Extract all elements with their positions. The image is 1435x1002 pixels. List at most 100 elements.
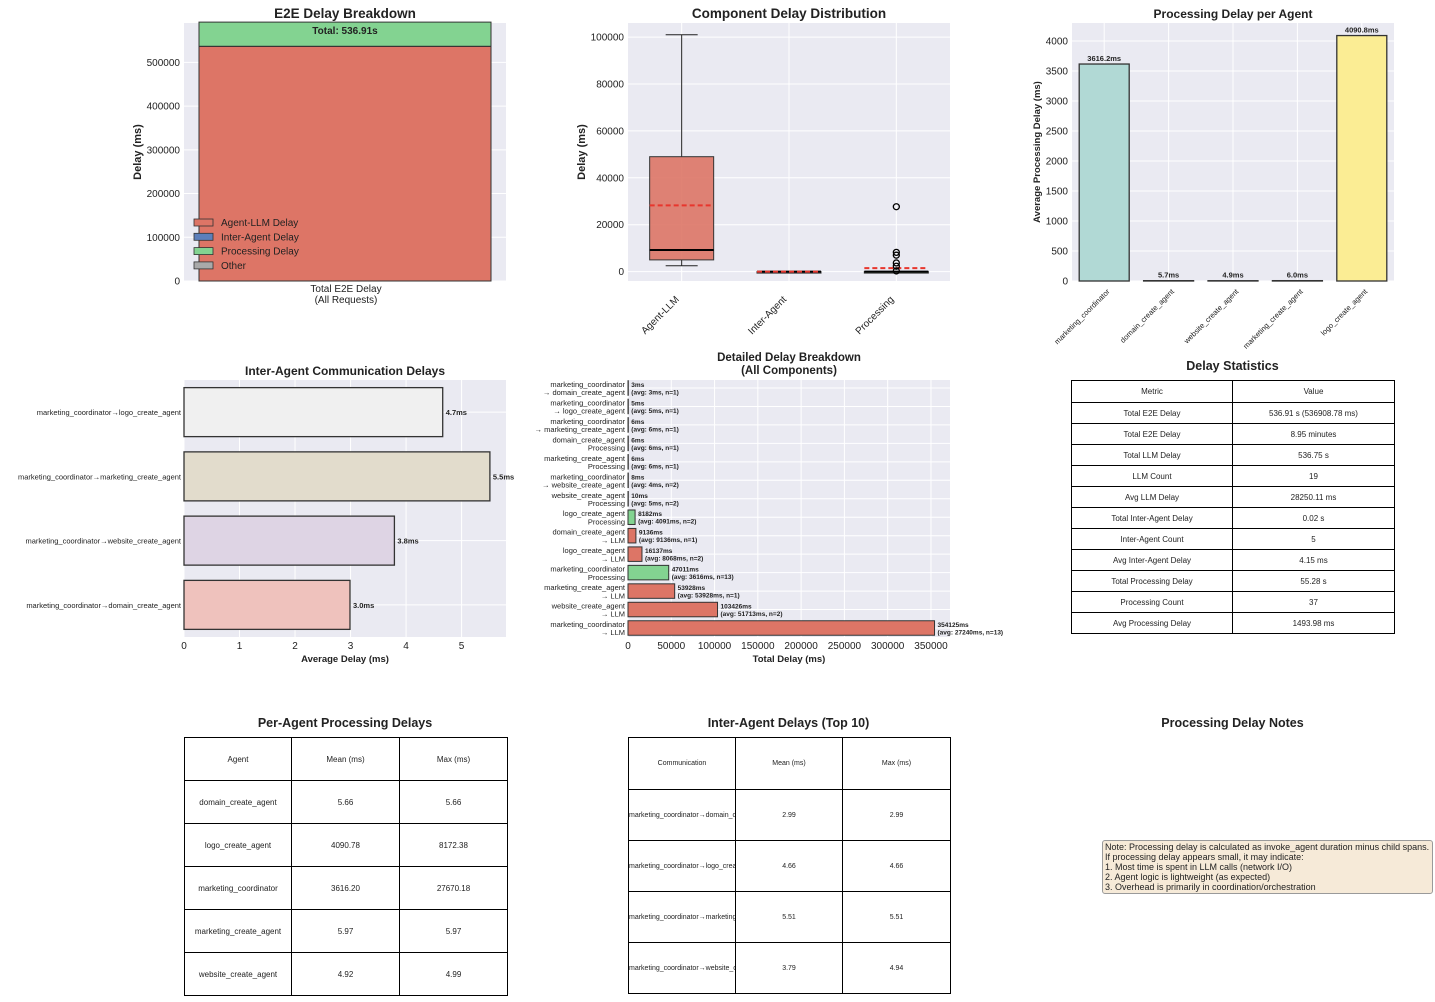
table-cell: 1493.98 ms [1232, 612, 1395, 634]
outlier-point [892, 251, 900, 259]
bar-value-label: 3.8ms [397, 537, 418, 546]
x-tick-label: logo_create_agent [1319, 286, 1370, 337]
bar-value-label: 6ms (avg: 6ms, n=1) [631, 437, 679, 452]
legend-swatch [193, 247, 214, 256]
bar [627, 583, 676, 599]
x-tick-label: marketing_create_agent [1241, 286, 1305, 350]
y-tick-label: 100000 [591, 33, 625, 44]
table-cell: 5.97 [291, 909, 400, 953]
bar-value-label: 4.9ms [1222, 271, 1243, 280]
table-header: Communication [628, 737, 736, 790]
table-row: Total E2E Delay 536.91 s (536908.78 ms) [1071, 402, 1395, 424]
table-cell: marketing_coordinator [184, 866, 292, 910]
table-row: Total Inter-Agent Delay 0.02 s [1071, 507, 1395, 529]
table-row: Inter-Agent Count 5 [1071, 528, 1395, 550]
bar-value-label: 16137ms (avg: 8068ms, n=2) [645, 548, 703, 563]
table-row: marketing_coordinator→domain_create_agen… [628, 789, 951, 841]
x-tick-label: 100000 [698, 641, 732, 652]
bar-value-label: 8182ms (avg: 4091ms, n=2) [638, 511, 696, 526]
delay-stats-title: Delay Statistics [1186, 359, 1279, 373]
bar-value-label: 6ms (avg: 6ms, n=1) [631, 419, 679, 434]
x-axis-label: Total Delay (ms) [753, 654, 826, 665]
y-tick-label: marketing_coordinator Processing [550, 565, 625, 582]
total-annotation: Total: 536.91s [312, 26, 378, 37]
chart-title: Detailed Delay Breakdown (All Components) [717, 352, 861, 377]
table-cell: marketing_create_agent [184, 909, 292, 953]
table-row: marketing_coordinator 3616.20 27670.18 [184, 866, 508, 910]
table-cell: 4.66 [842, 840, 951, 892]
y-tick-label: 0 [174, 277, 180, 288]
chart-title: Inter-Agent Communication Delays [245, 364, 445, 378]
table-cell: 37 [1232, 591, 1395, 613]
table-header: Mean (ms) [735, 737, 843, 790]
processing-delay-note-box: Note: Processing delay is calculated as … [1102, 840, 1433, 894]
table-cell: Avg LLM Delay [1071, 486, 1233, 508]
table-cell: Processing Count [1071, 591, 1233, 613]
table-cell: 5.66 [399, 780, 508, 824]
y-tick-label: marketing_coordinator → logo_create_agent [550, 398, 626, 415]
table-row: Avg Processing Delay 1493.98 ms [1071, 612, 1395, 634]
table-cell: website_create_agent [184, 952, 292, 996]
y-tick-label: 2000 [1046, 157, 1069, 168]
table-row: LLM Count 19 [1071, 465, 1395, 487]
table-row: domain_create_agent 5.66 5.66 [184, 780, 508, 824]
table-cell: 27670.18 [399, 866, 508, 910]
table-header: Value [1232, 380, 1395, 403]
delay-stats-table: Metric Value Total E2E Delay 536.91 s (53… [1071, 380, 1395, 634]
bar-value-label: 354125ms (avg: 27240ms, n=13) [938, 622, 1004, 637]
note-line: Note: Processing delay is calculated as … [1105, 842, 1430, 852]
bar-value-label: 3ms (avg: 3ms, n=1) [631, 382, 679, 397]
table-cell: 8172.38 [399, 823, 508, 867]
y-tick-label: 80000 [596, 79, 624, 90]
legend-label: Processing Delay [221, 247, 299, 258]
table-cell: 55.28 s [1232, 570, 1395, 592]
bar-value-label: 3616.2ms [1087, 54, 1121, 63]
legend-swatch [193, 261, 214, 270]
x-tick-label: 50000 [657, 641, 685, 652]
y-axis-label: Delay (ms) [576, 124, 588, 180]
y-tick-label: marketing_coordinator→marketing_create_a… [18, 472, 182, 481]
chart-title: E2E Delay Breakdown [274, 6, 416, 21]
inter-agent-table-title: Inter-Agent Delays (Top 10) [707, 716, 870, 730]
table-cell: Total Processing Delay [1071, 570, 1233, 592]
per-agent-table: Agent Mean (ms) Max (ms) domain_create_a… [184, 737, 508, 996]
table-row: Total Processing Delay 55.28 s [1071, 570, 1395, 592]
notes-title: Processing Delay Notes [1161, 716, 1304, 730]
bar-value-label: 5.7ms [1158, 271, 1179, 280]
table-cell: 5.51 [842, 891, 951, 943]
table-header: Max (ms) [399, 737, 508, 781]
bar-value-label: 5ms (avg: 5ms, n=1) [631, 400, 679, 415]
x-tick-label: 3 [348, 641, 354, 652]
y-tick-label: 4000 [1046, 37, 1069, 48]
stacked-bar-segment [198, 45, 492, 282]
table-row: marketing_coordinator→website_create_age… [628, 942, 951, 994]
box-iqr [649, 156, 715, 261]
outlier-point [892, 262, 900, 270]
bar [183, 579, 351, 631]
table-cell: 8.95 minutes [1232, 423, 1395, 445]
outlier-point [892, 203, 900, 211]
x-tick-label: marketing_coordinator [1052, 287, 1111, 346]
y-tick-label: marketing_coordinator→website_create_age… [25, 537, 181, 546]
table-row: Avg LLM Delay 28250.11 ms [1071, 486, 1395, 508]
table-header: Metric [1071, 380, 1233, 403]
table-cell: 2.99 [735, 789, 843, 841]
chart-title: Processing Delay per Agent [1154, 7, 1313, 21]
y-tick-label: 200000 [147, 189, 181, 200]
table-row: website_create_agent 4.92 4.99 [184, 952, 508, 996]
y-tick-label: marketing_coordinator → domain_create_age… [543, 380, 626, 397]
table-cell: marketing_coordinator→logo_create_agent [628, 840, 736, 892]
table-cell: marketing_coordinator→website_create_age… [628, 942, 736, 994]
bar-value-label: 6ms (avg: 6ms, n=1) [631, 456, 679, 471]
table-cell: Avg Inter-Agent Delay [1071, 549, 1233, 571]
y-tick-label: logo_create_agent Processing [563, 509, 626, 526]
bar-value-label: 53928ms (avg: 53928ms, n=1) [678, 585, 740, 600]
table-row: logo_create_agent 4090.78 8172.38 [184, 823, 508, 867]
y-tick-label: 2500 [1046, 127, 1069, 138]
x-tick-label: 2 [292, 641, 298, 652]
table-cell: 4.66 [735, 840, 843, 892]
table-row: Avg Inter-Agent Delay 4.15 ms [1071, 549, 1395, 571]
table-cell: Avg Processing Delay [1071, 612, 1233, 634]
outlier-point [892, 259, 900, 267]
table-cell: 3.79 [735, 942, 843, 994]
